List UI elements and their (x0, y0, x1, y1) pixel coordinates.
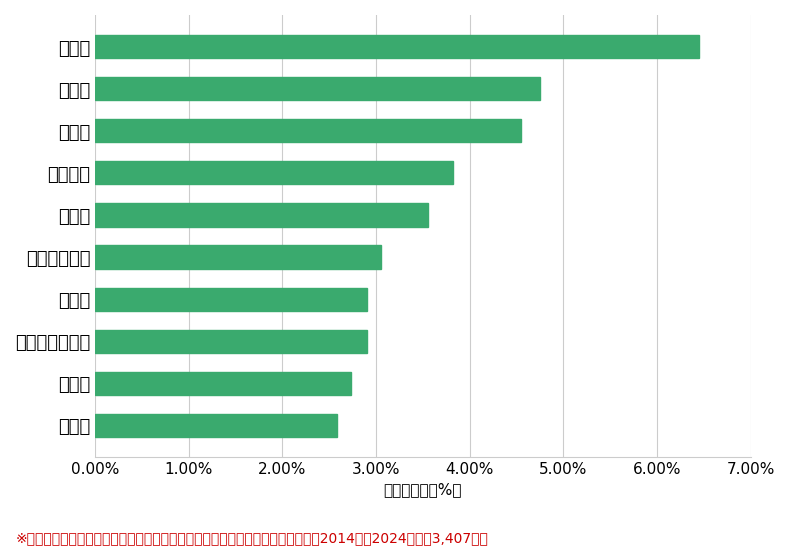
Bar (95, 35, 699, 58)
Bar (95, 329, 367, 353)
Bar (95, 119, 521, 142)
X-axis label: 件数の割合（%）: 件数の割合（%） (384, 483, 462, 498)
Bar (95, 414, 337, 437)
Bar (95, 246, 381, 269)
Bar (95, 203, 427, 226)
Bar (95, 77, 540, 100)
Text: ※弊社受付の案件を対象に、受付時に市区町村の回答があったものを集計（期間2014年～2024年、計3,407件）: ※弊社受付の案件を対象に、受付時に市区町村の回答があったものを集計（期間2014… (16, 532, 489, 545)
Bar (95, 372, 351, 395)
Bar (95, 161, 453, 185)
Bar (95, 288, 367, 311)
